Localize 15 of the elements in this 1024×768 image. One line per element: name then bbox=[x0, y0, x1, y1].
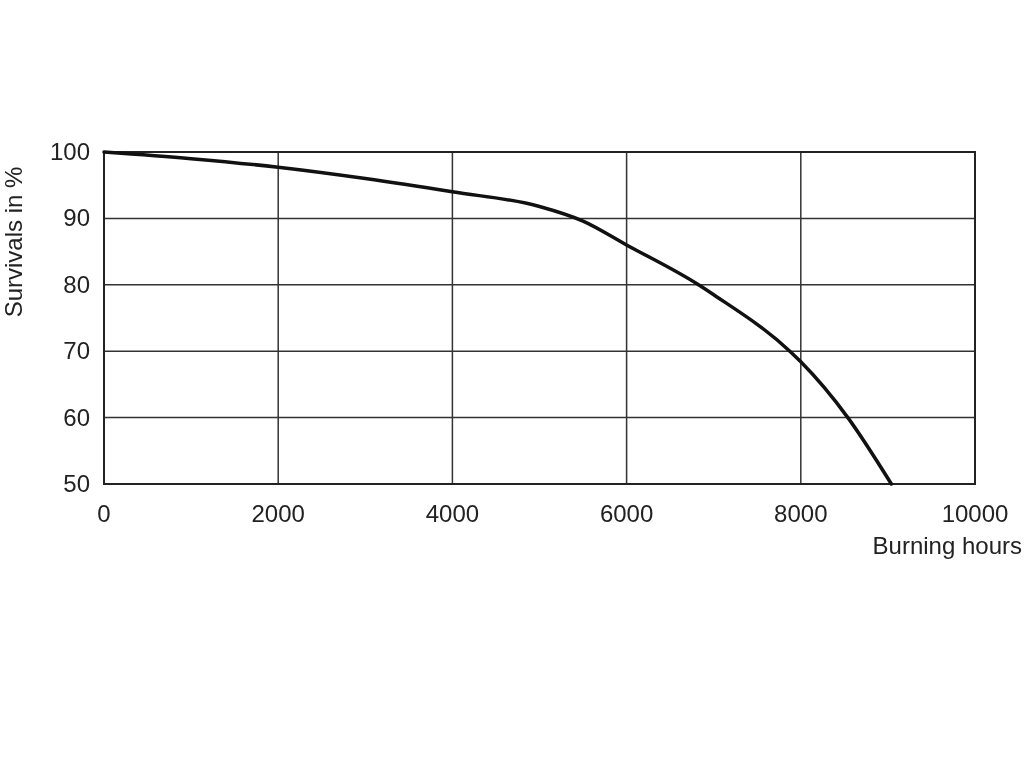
y-tick-label: 70 bbox=[63, 337, 90, 365]
x-tick-label: 4000 bbox=[425, 500, 480, 527]
y-tick-label: 60 bbox=[63, 403, 90, 431]
y-tick-label: 90 bbox=[63, 204, 90, 232]
y-tick-label: 80 bbox=[63, 270, 90, 298]
x-axis-title: Burning hours bbox=[872, 532, 1022, 559]
y-axis-title: Survivals in % bbox=[0, 166, 27, 318]
y-tick-label: 50 bbox=[63, 470, 90, 497]
x-tick-label: 0 bbox=[97, 500, 111, 527]
x-tick-label: 10000 bbox=[941, 500, 1009, 527]
x-tick-label: 8000 bbox=[774, 500, 828, 527]
x-tick-label: 2000 bbox=[251, 500, 305, 527]
y-tick-label: 100 bbox=[49, 138, 90, 165]
line-series bbox=[102, 150, 894, 486]
x-tick-label: 6000 bbox=[599, 500, 654, 527]
